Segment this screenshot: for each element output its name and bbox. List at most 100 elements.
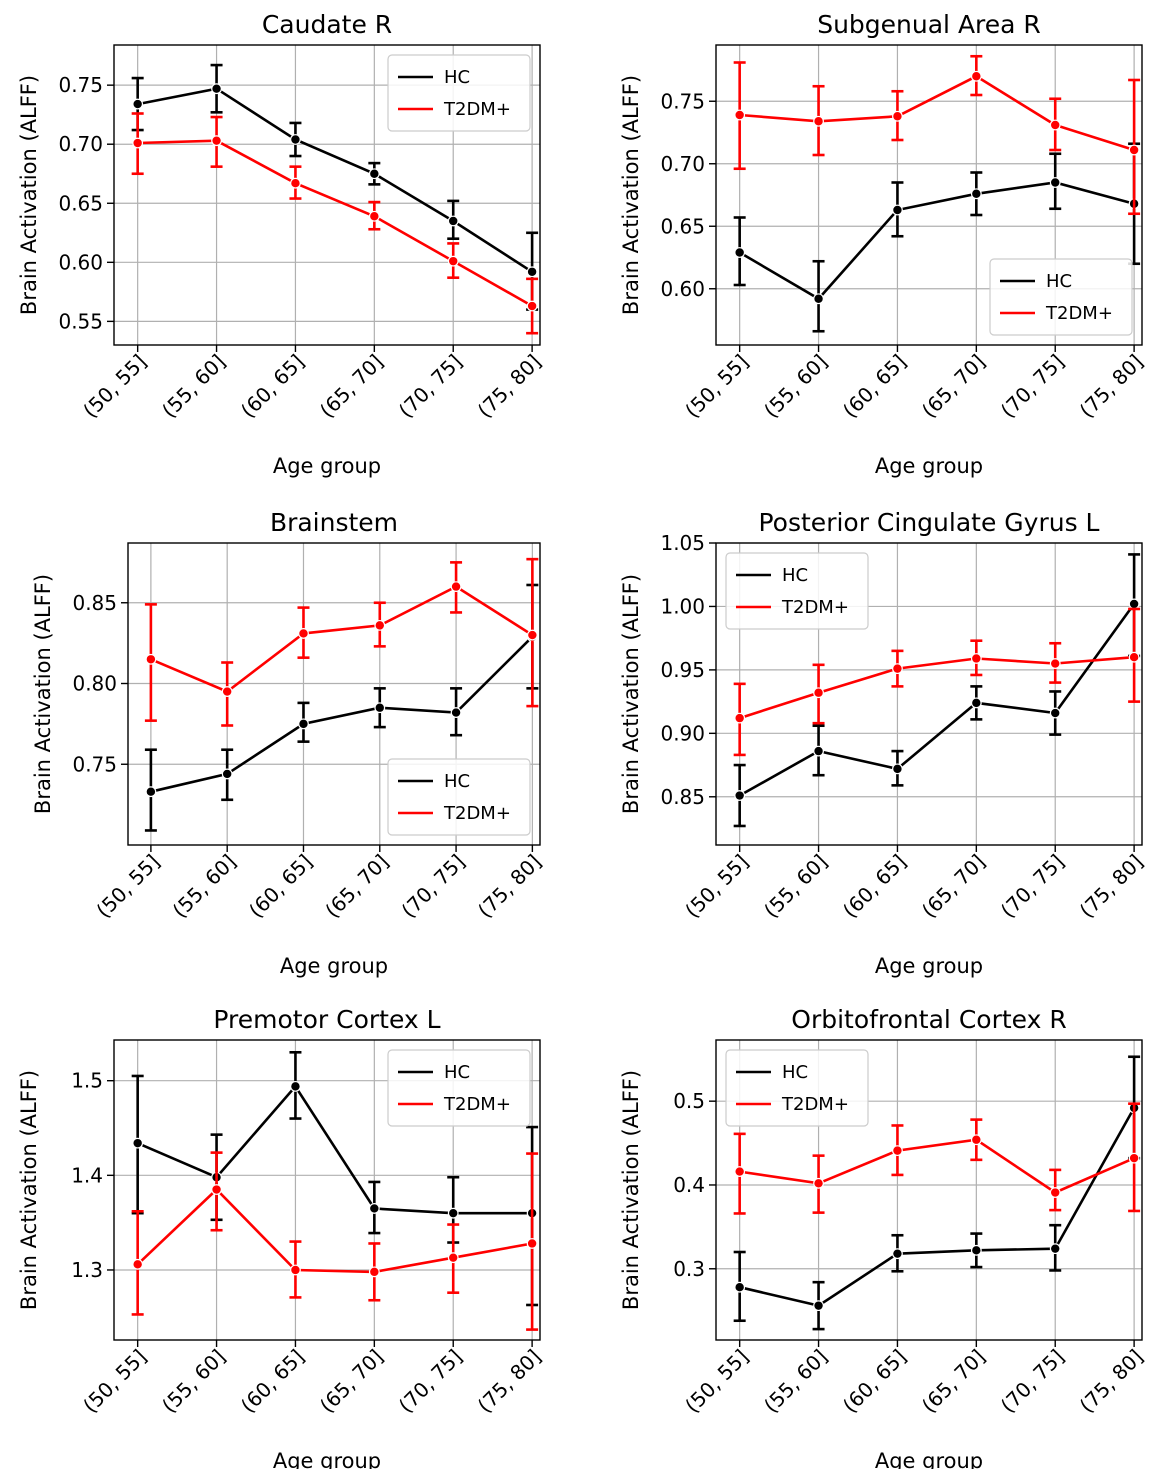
data-point [132, 137, 144, 149]
legend-label: T2DM+ [443, 803, 511, 824]
x-tick-label: (60, 65] [838, 350, 911, 423]
axes-frame [113, 1039, 541, 1341]
data-point [813, 1177, 824, 1189]
x-tick-label: (50, 55] [680, 350, 753, 423]
data-point [290, 1080, 301, 1092]
x-tick-label: (75, 80] [1075, 850, 1148, 923]
data-point [892, 663, 903, 675]
data-point [1128, 144, 1140, 156]
legend-label: HC [444, 1062, 470, 1083]
y-axis-label: Brain Activation (ALFF) [619, 1070, 643, 1310]
legend-label: T2DM+ [443, 1094, 511, 1115]
series-line [136, 1187, 533, 1274]
legend: HC T2DM+ [725, 552, 869, 630]
y-tick-label: 1.00 [660, 594, 705, 618]
data-point [970, 70, 982, 82]
x-tick-label: (70, 75] [397, 850, 470, 923]
data-point [1049, 1187, 1061, 1198]
y-tick-label: 0.65 [660, 214, 705, 238]
x-tick-label: (55, 60] [168, 850, 241, 923]
x-tick-label: (50, 55] [78, 1345, 151, 1418]
data-point [813, 115, 824, 127]
y-axis-label: Brain Activation (ALFF) [17, 1070, 41, 1310]
series-t2dm- [733, 1102, 1141, 1215]
series-line [137, 87, 533, 273]
data-point [734, 712, 746, 724]
series-t2dm- [733, 54, 1141, 216]
data-point [221, 768, 233, 780]
y-tick-label: 0.60 [660, 277, 705, 301]
legend-label: T2DM+ [781, 1094, 849, 1115]
data-point [1049, 658, 1061, 669]
data-point [734, 1281, 746, 1293]
y-tick-label: 0.90 [660, 721, 705, 745]
data-point [970, 697, 982, 709]
chart-panel: Orbitofrontal Cortex R0.30.40.5(50, 55](… [619, 1005, 1148, 1469]
data-point [892, 763, 903, 775]
data-point [447, 1207, 459, 1219]
y-axis-label: Brain Activation (ALFF) [619, 75, 643, 315]
data-point [1128, 598, 1140, 610]
legend-box [387, 1049, 531, 1127]
data-point [211, 83, 222, 95]
x-tick-label: (65, 70] [917, 350, 990, 423]
data-point [1049, 1243, 1061, 1255]
data-point [970, 188, 982, 200]
y-tick-label: 1.05 [660, 531, 705, 555]
x-tick-label: (65, 70] [917, 850, 990, 923]
y-tick-label: 0.3 [673, 1257, 705, 1281]
data-point [447, 215, 459, 227]
data-point [970, 1244, 982, 1256]
x-tick-label: (55, 60] [157, 1345, 230, 1418]
legend-box [387, 54, 531, 132]
data-point [298, 628, 309, 639]
data-point [734, 109, 746, 121]
data-point [892, 1145, 903, 1157]
series-line [739, 1138, 1135, 1194]
data-point [892, 204, 903, 216]
legend: HC T2DM+ [725, 1049, 869, 1127]
series-line [137, 139, 533, 308]
data-point [526, 300, 538, 312]
data-point [734, 1166, 746, 1177]
y-tick-label: 1.3 [71, 1258, 103, 1282]
series-line [150, 585, 534, 694]
data-point [813, 687, 824, 699]
x-tick-label: (55, 60] [759, 1345, 832, 1418]
series-line [739, 181, 1135, 301]
data-point [447, 1252, 459, 1264]
data-point [221, 686, 233, 697]
legend: HC T2DM+ [989, 258, 1133, 336]
data-point [368, 210, 380, 222]
y-tick-label: 0.95 [660, 658, 705, 682]
y-tick-label: 0.70 [660, 152, 705, 176]
series-line [739, 655, 1135, 720]
x-tick-label: (70, 75] [996, 1345, 1069, 1418]
chart-title: Subgenual Area R [817, 10, 1041, 39]
series-t2dm- [144, 557, 539, 727]
y-tick-label: 0.5 [673, 1089, 705, 1113]
legend-label: HC [444, 67, 470, 88]
y-axis-label: Brain Activation (ALFF) [619, 574, 643, 814]
y-tick-label: 1.5 [71, 1069, 103, 1093]
legend-box [725, 1049, 869, 1127]
series-line [150, 635, 534, 793]
x-tick-label: (55, 60] [759, 350, 832, 423]
x-axis-label: Age group [273, 1449, 381, 1469]
data-point [1049, 119, 1061, 131]
chart-title: Orbitofrontal Cortex R [791, 1005, 1066, 1034]
x-tick-label: (70, 75] [996, 350, 1069, 423]
data-point [211, 135, 222, 147]
x-tick-label: (75, 80] [1075, 350, 1148, 423]
chart-panel: Premotor Cortex L 1.3 1.4 1.5 (50, 55] (55, 6… [17, 1005, 546, 1469]
series-t2dm- [733, 607, 1141, 757]
x-tick-label: (60, 65] [838, 1345, 911, 1418]
x-tick-label: (60, 65] [236, 350, 309, 423]
legend-label: HC [444, 771, 470, 792]
chart-title: Caudate R [262, 10, 392, 39]
legend-label: HC [782, 565, 808, 586]
axes-frame [127, 542, 541, 846]
x-tick-label: (60, 65] [838, 850, 911, 923]
legend: HC T2DM+ [387, 758, 531, 836]
